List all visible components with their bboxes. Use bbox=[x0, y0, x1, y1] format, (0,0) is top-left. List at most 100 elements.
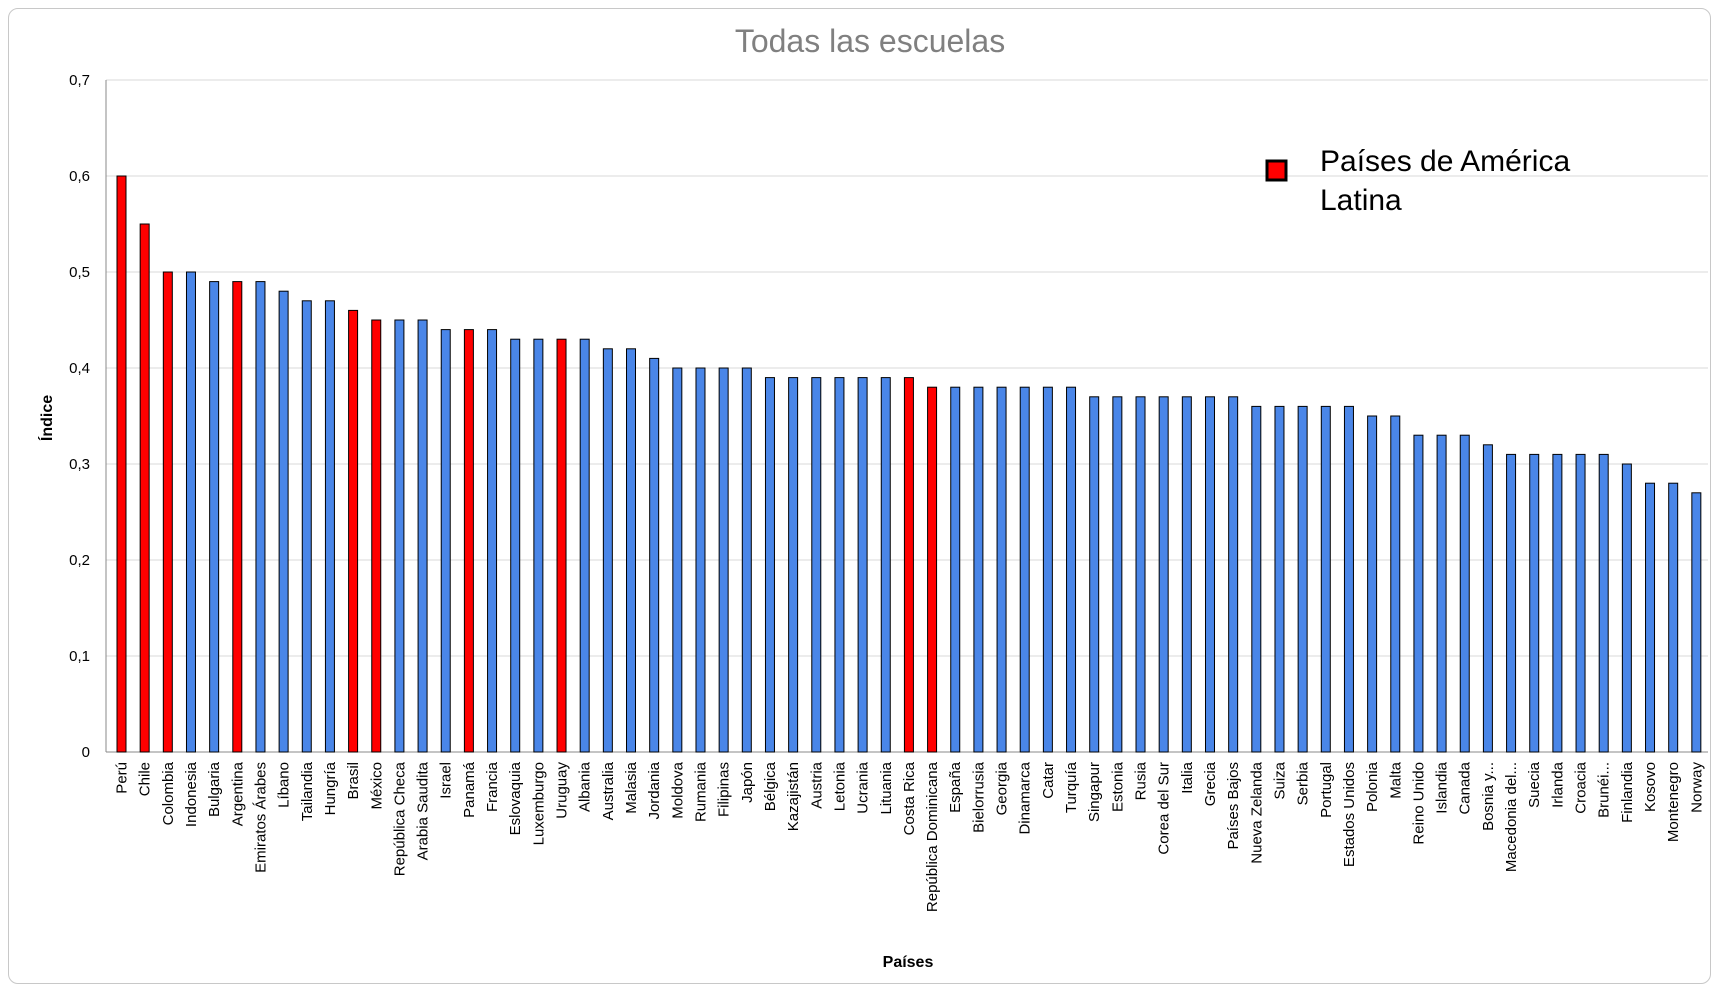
bar-rep-blica-checa bbox=[394, 319, 405, 753]
bar-argentina bbox=[232, 281, 243, 753]
x-tick-label: Singapur bbox=[1086, 762, 1103, 822]
x-tick-label: Hungría bbox=[322, 761, 339, 815]
bar-polonia bbox=[1367, 415, 1378, 753]
x-tick-label: México bbox=[368, 762, 385, 810]
bar-bulgaria bbox=[209, 281, 220, 753]
bar-pa-ses-bajos bbox=[1228, 396, 1239, 753]
bar-letonia bbox=[834, 377, 845, 753]
bar-kazajist-n bbox=[788, 377, 799, 753]
y-tick-label: 0,2 bbox=[69, 552, 90, 569]
bar-arabia-saudita bbox=[417, 319, 428, 753]
x-tick-label: Indonesia bbox=[183, 761, 200, 827]
bar-eslovaquia bbox=[510, 338, 521, 753]
x-tick-label: Eslovaquia bbox=[507, 761, 524, 835]
x-tick-label: Ucrania bbox=[855, 761, 872, 813]
bar-estados-unidos bbox=[1343, 405, 1354, 753]
x-tick-label: Luxemburgo bbox=[530, 762, 547, 845]
bar-hungr-a bbox=[324, 300, 335, 753]
bar-malta bbox=[1390, 415, 1401, 753]
x-tick-label: Macedonia del... bbox=[1503, 762, 1520, 872]
bar-corea-del-sur bbox=[1158, 396, 1169, 753]
bar-catar bbox=[1042, 386, 1053, 753]
x-tick-label: Canada bbox=[1457, 761, 1474, 814]
y-tick-label: 0 bbox=[82, 744, 90, 761]
x-axis-ticks: Perú Chile Colombia Indonesia Bulgaria Argent… bbox=[114, 761, 1706, 912]
x-tick-label: Costa Rica bbox=[901, 761, 918, 835]
x-tick-label: Kazajistán bbox=[785, 762, 802, 831]
x-tick-label: Bielorrusia bbox=[970, 761, 987, 833]
bar-rep-blica-dominicana bbox=[927, 386, 938, 753]
x-tick-label: España bbox=[947, 761, 964, 813]
x-tick-label: Estonia bbox=[1109, 761, 1126, 812]
x-tick-label: Grecia bbox=[1202, 761, 1219, 806]
bar-espa-a bbox=[950, 386, 961, 753]
bar-ucrania bbox=[857, 377, 868, 753]
x-tick-label: Dinamarca bbox=[1017, 761, 1034, 834]
legend-label-line1: Países de América bbox=[1320, 145, 1570, 178]
bar-suecia bbox=[1529, 453, 1540, 753]
x-tick-label: Israel bbox=[438, 762, 455, 799]
bar-tailandia bbox=[301, 300, 312, 753]
bar-portugal bbox=[1320, 405, 1331, 753]
bar-singapur bbox=[1089, 396, 1100, 753]
x-tick-label: Brasil bbox=[345, 762, 362, 800]
y-tick-label: 0,1 bbox=[69, 648, 90, 665]
x-tick-label: Portugal bbox=[1318, 762, 1335, 818]
bar-australia bbox=[602, 348, 613, 753]
x-tick-label: Malta bbox=[1387, 761, 1404, 798]
bar-malasia bbox=[626, 348, 637, 753]
x-tick-label: Rumania bbox=[692, 761, 709, 822]
x-tick-label: Islandia bbox=[1434, 761, 1451, 813]
y-tick-label: 0,6 bbox=[69, 168, 90, 185]
y-tick-label: 0,7 bbox=[69, 72, 90, 89]
x-tick-label: Norway bbox=[1688, 762, 1705, 813]
x-tick-label: Bélgica bbox=[762, 761, 779, 811]
x-tick-label: Italia bbox=[1179, 761, 1196, 793]
bar-kosovo bbox=[1645, 482, 1656, 753]
bar-colombia bbox=[162, 271, 173, 753]
x-tick-label: Georgia bbox=[994, 761, 1011, 815]
x-tick-label: Francia bbox=[484, 761, 501, 812]
x-tick-label: Australia bbox=[600, 761, 617, 820]
bar-emiratos-rabes bbox=[255, 281, 266, 753]
bar-canada bbox=[1459, 434, 1470, 753]
bar-costa-rica bbox=[903, 377, 914, 753]
bar-l-bano bbox=[278, 290, 289, 753]
bar-luxemburgo bbox=[533, 338, 544, 753]
x-tick-label: Emiratos Árabes bbox=[252, 762, 269, 873]
x-tick-label: Albania bbox=[577, 761, 594, 812]
bars bbox=[116, 175, 1702, 753]
bar-turqu-a bbox=[1066, 386, 1077, 753]
bar-israel bbox=[440, 329, 451, 753]
x-tick-label: Corea del Sur bbox=[1156, 762, 1173, 855]
x-tick-label: Polonia bbox=[1364, 761, 1381, 812]
bar-francia bbox=[487, 329, 498, 753]
x-tick-label: Nueva Zelanda bbox=[1248, 761, 1265, 863]
bar-m-xico bbox=[371, 319, 382, 753]
bar-b-lgica bbox=[764, 377, 775, 753]
x-tick-label: Tailandia bbox=[299, 761, 316, 821]
x-tick-label: Bulgaria bbox=[206, 761, 223, 817]
x-tick-label: Croacia bbox=[1573, 761, 1590, 813]
x-tick-label: Uruguay bbox=[554, 762, 571, 819]
x-tick-label: Lituania bbox=[878, 761, 895, 814]
bar-rumania bbox=[695, 367, 706, 753]
y-tick-label: 0,4 bbox=[69, 360, 90, 377]
x-tick-label: Países Bajos bbox=[1225, 762, 1242, 850]
x-tick-label: Letonia bbox=[831, 761, 848, 811]
bar-serbia bbox=[1297, 405, 1308, 753]
x-tick-label: Suecia bbox=[1526, 761, 1543, 808]
bar-brun-i- bbox=[1598, 453, 1609, 753]
bar-brasil bbox=[348, 309, 359, 753]
bar-jap-n bbox=[741, 367, 752, 753]
x-tick-label: Chile bbox=[137, 762, 154, 796]
x-tick-label: Arabia Saudita bbox=[415, 761, 432, 860]
legend: Países de América Latina bbox=[1265, 145, 1570, 217]
bar-macedonia-del- bbox=[1506, 453, 1517, 753]
x-tick-label: Líbano bbox=[276, 762, 293, 808]
x-tick-label: Catar bbox=[1040, 762, 1057, 799]
x-tick-label: Malasia bbox=[623, 761, 640, 813]
y-tick-label: 0,5 bbox=[69, 264, 90, 281]
x-tick-label: Estados Unidos bbox=[1341, 762, 1358, 867]
